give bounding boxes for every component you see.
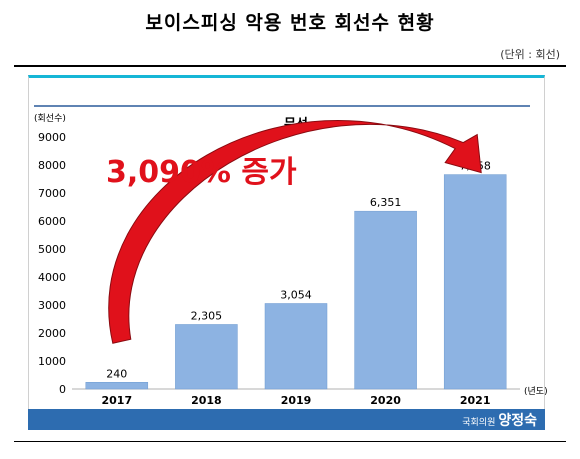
data-label-2017: 240 <box>106 367 127 380</box>
growth-arrow <box>108 120 482 344</box>
y-axis-label: (회선수) <box>34 113 66 124</box>
data-label-2019: 3,054 <box>280 288 312 301</box>
footer-band: 국회의원 양정숙 <box>28 409 545 430</box>
data-label-2020: 6,351 <box>370 196 402 209</box>
x-tick-label-2019: 2019 <box>281 394 312 407</box>
bar-2018 <box>175 324 238 390</box>
y-tick-label: 8000 <box>38 159 66 172</box>
y-tick-label: 9000 <box>38 131 66 144</box>
x-tick-label-2017: 2017 <box>101 394 132 407</box>
footer-credit: 국회의원 양정숙 <box>462 410 537 430</box>
bar-2021 <box>443 174 507 390</box>
y-tick-label: 7000 <box>38 187 66 200</box>
y-tick-label: 3000 <box>38 299 66 312</box>
unit-note: (단위 : 회선) <box>500 48 560 61</box>
y-tick-label: 4000 <box>38 271 66 284</box>
growth-annotation: 3,090% 증가 <box>106 155 297 190</box>
data-label-2018: 2,305 <box>191 309 223 322</box>
top-rule <box>14 65 566 67</box>
x-tick-label-2018: 2018 <box>191 394 222 407</box>
bar-2019 <box>264 303 328 390</box>
page-title: 보이스피싱 악용 번호 회선수 현황 <box>145 12 435 34</box>
y-tick-label: 0 <box>59 383 66 396</box>
bar-2017 <box>85 382 149 390</box>
y-tick-label: 2000 <box>38 327 66 340</box>
y-tick-label: 1000 <box>38 355 66 368</box>
y-tick-label: 6000 <box>38 215 66 228</box>
credit-prefix: 국회의원 <box>462 418 496 428</box>
x-tick-label-2021: 2021 <box>460 394 491 407</box>
bar-2020 <box>354 210 417 390</box>
x-axis-label: (년도) <box>524 386 548 397</box>
bottom-rule <box>14 441 566 442</box>
credit-name: 양정숙 <box>498 413 537 429</box>
y-tick-label: 5000 <box>38 243 66 256</box>
x-tick-label-2020: 2020 <box>370 394 401 407</box>
